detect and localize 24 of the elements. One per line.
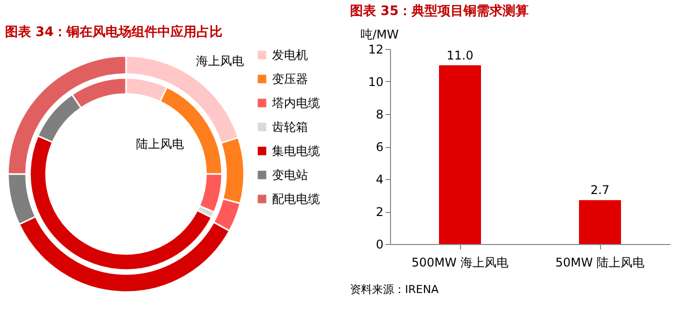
- data-label: 2.7: [590, 183, 610, 198]
- legend-label: 配电电缆: [272, 192, 320, 206]
- chart-title: 图表 35：典型项目铜需求测算: [350, 3, 529, 19]
- slice-label: 陆上风电: [136, 137, 184, 151]
- y-tick-label: 2: [376, 205, 384, 219]
- y-tick-label: 0: [376, 238, 384, 252]
- y-tick-label: 12: [368, 42, 384, 56]
- legend-label: 变电站: [272, 168, 308, 182]
- legend-label: 齿轮箱: [272, 120, 308, 134]
- y-tick-label: 10: [368, 75, 384, 89]
- legend-label: 集电电缆: [272, 144, 320, 158]
- y-tick-label: 4: [376, 172, 384, 186]
- slice-label: 海上风电: [196, 54, 244, 68]
- legend-label: 发电机: [272, 48, 308, 62]
- y-tick-label: 6: [376, 140, 384, 154]
- legend-label: 变压器: [272, 72, 308, 86]
- y-tick-label: 8: [376, 108, 384, 122]
- x-tick-label: 50MW 陆上风电: [555, 256, 645, 270]
- legend-label: 塔内电缆: [271, 96, 320, 110]
- y-axis-title: 吨/MW: [360, 28, 399, 42]
- text: 资料来源：IRENA: [350, 283, 440, 296]
- data-label: 11.0: [446, 48, 474, 62]
- x-tick-label: 500MW 海上风电: [412, 256, 508, 270]
- chart-title: 图表 34：铜在风电场组件中应用占比: [5, 24, 223, 40]
